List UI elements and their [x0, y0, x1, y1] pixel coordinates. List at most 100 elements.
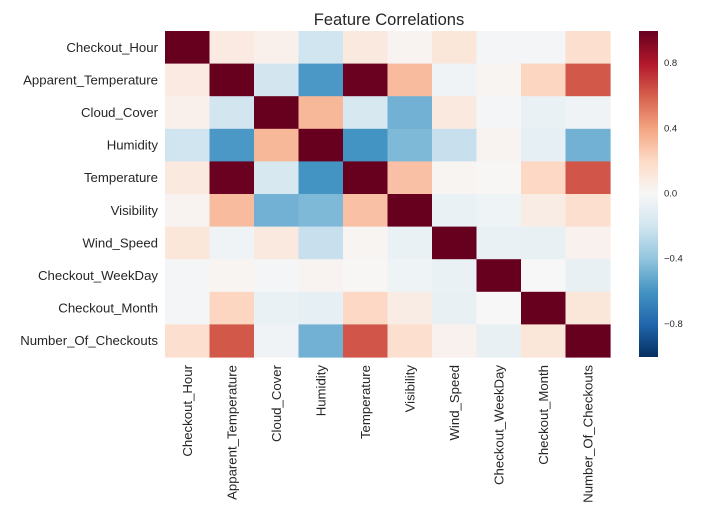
heatmap-cell-r6-c0 [165, 227, 210, 260]
heatmap-cell-r4-c3 [299, 161, 344, 194]
row-labels: Checkout_Hour Apparent_Temperature Cloud_C… [20, 40, 158, 348]
heatmap-cell-r1-c4 [343, 64, 388, 97]
column-label: Checkout_Month [536, 365, 551, 465]
heatmap-cell-r2-c0 [165, 96, 210, 129]
heatmap-cell-r9-c1 [210, 324, 255, 357]
column-label: Temperature [358, 365, 373, 439]
row-label: Humidity [107, 138, 159, 153]
heatmap-cell-r6-c7 [477, 227, 522, 260]
heatmap-cell-r5-c6 [432, 194, 477, 227]
heatmap-cell-r8-c9 [566, 292, 611, 325]
heatmap-cell-r8-c2 [254, 292, 299, 325]
heatmap-cell-r9-c5 [388, 324, 433, 357]
heatmap-cell-r3-c0 [165, 129, 210, 162]
heatmap-cell-r7-c3 [299, 259, 344, 292]
column-labels: Checkout_Hour Apparent_Temperature Cloud_C… [180, 364, 596, 502]
heatmap-cell-r0-c7 [477, 31, 522, 64]
heatmap-cell-r0-c2 [254, 31, 299, 64]
heatmap-cell-r4-c5 [388, 161, 433, 194]
heatmap-cell-r4-c4 [343, 161, 388, 194]
row-label: Number_Of_Checkouts [20, 333, 158, 348]
heatmap-cell-r1-c6 [432, 64, 477, 97]
heatmap-cell-r0-c8 [521, 31, 566, 64]
column-label: Wind_Speed [447, 365, 462, 441]
heatmap-cells [165, 31, 611, 358]
heatmap-cell-r1-c8 [521, 64, 566, 97]
heatmap-cell-r2-c2 [254, 96, 299, 129]
heatmap-cell-r5-c7 [477, 194, 522, 227]
heatmap-cell-r7-c4 [343, 259, 388, 292]
heatmap-cell-r5-c8 [521, 194, 566, 227]
heatmap-cell-r7-c2 [254, 259, 299, 292]
heatmap-cell-r3-c3 [299, 129, 344, 162]
heatmap-cell-r4-c2 [254, 161, 299, 194]
column-label: Apparent_Temperature [224, 365, 239, 500]
heatmap-cell-r1-c1 [210, 64, 255, 97]
heatmap-cell-r9-c3 [299, 324, 344, 357]
heatmap-cell-r6-c2 [254, 227, 299, 260]
heatmap-cell-r4-c9 [566, 161, 611, 194]
heatmap-cell-r2-c6 [432, 96, 477, 129]
heatmap-cell-r3-c8 [521, 129, 566, 162]
heatmap-cell-r0-c0 [165, 31, 210, 64]
column-label: Visibility [402, 365, 417, 413]
heatmap-cell-r9-c8 [521, 324, 566, 357]
heatmap-cell-r6-c3 [299, 227, 344, 260]
heatmap-cell-r3-c2 [254, 129, 299, 162]
heatmap-cell-r2-c4 [343, 96, 388, 129]
column-label: Cloud_Cover [269, 364, 284, 442]
heatmap-cell-r3-c4 [343, 129, 388, 162]
row-label: Wind_Speed [82, 235, 158, 250]
heatmap-cell-r6-c1 [210, 227, 255, 260]
heatmap-cell-r7-c7 [477, 259, 522, 292]
heatmap-cell-r9-c9 [566, 324, 611, 357]
row-label: Checkout_Hour [66, 40, 158, 55]
heatmap-cell-r7-c5 [388, 259, 433, 292]
heatmap-cell-r1-c5 [388, 64, 433, 97]
heatmap-cell-r5-c5 [388, 194, 433, 227]
colorbar-tick-label: 0.8 [664, 58, 677, 69]
heatmap-cell-r1-c7 [477, 64, 522, 97]
column-label: Humidity [313, 365, 328, 417]
heatmap-cell-r8-c8 [521, 292, 566, 325]
heatmap-cell-r8-c6 [432, 292, 477, 325]
heatmap-cell-r8-c3 [299, 292, 344, 325]
heatmap-cell-r8-c1 [210, 292, 255, 325]
colorbar-tick-label: −0.8 [664, 319, 683, 330]
chart-title: Feature Correlations [314, 11, 464, 29]
row-label: Checkout_WeekDay [38, 268, 158, 283]
heatmap-cell-r1-c0 [165, 64, 210, 97]
heatmap-cell-r0-c3 [299, 31, 344, 64]
heatmap-cell-r7-c9 [566, 259, 611, 292]
heatmap-cell-r7-c6 [432, 259, 477, 292]
heatmap-cell-r1-c9 [566, 64, 611, 97]
heatmap-cell-r3-c5 [388, 129, 433, 162]
heatmap-cell-r9-c2 [254, 324, 299, 357]
heatmap-cell-r2-c3 [299, 96, 344, 129]
row-label: Visibility [111, 203, 159, 218]
column-label: Checkout_WeekDay [491, 365, 506, 485]
colorbar-tick-label: 0.4 [664, 123, 677, 134]
column-label: Checkout_Hour [180, 364, 195, 456]
colorbar: 0.8 0.4 0.0 −0.4 −0.8 [639, 31, 683, 357]
heatmap-cell-r9-c4 [343, 324, 388, 357]
heatmap-cell-r7-c1 [210, 259, 255, 292]
colorbar-tick-label: −0.4 [664, 254, 683, 265]
heatmap-cell-r4-c0 [165, 161, 210, 194]
row-label: Checkout_Month [58, 301, 158, 316]
heatmap-cell-r0-c4 [343, 31, 388, 64]
heatmap-cell-r9-c6 [432, 324, 477, 357]
heatmap-cell-r5-c2 [254, 194, 299, 227]
heatmap-cell-r3-c9 [566, 129, 611, 162]
heatmap-cell-r4-c7 [477, 161, 522, 194]
heatmap-cell-r8-c0 [165, 292, 210, 325]
heatmap-cell-r5-c1 [210, 194, 255, 227]
heatmap-cell-r1-c2 [254, 64, 299, 97]
heatmap-cell-r4-c6 [432, 161, 477, 194]
heatmap-cell-r1-c3 [299, 64, 344, 97]
heatmap-cell-r6-c5 [388, 227, 433, 260]
heatmap-cell-r4-c1 [210, 161, 255, 194]
heatmap-cell-r2-c9 [566, 96, 611, 129]
heatmap-cell-r5-c0 [165, 194, 210, 227]
